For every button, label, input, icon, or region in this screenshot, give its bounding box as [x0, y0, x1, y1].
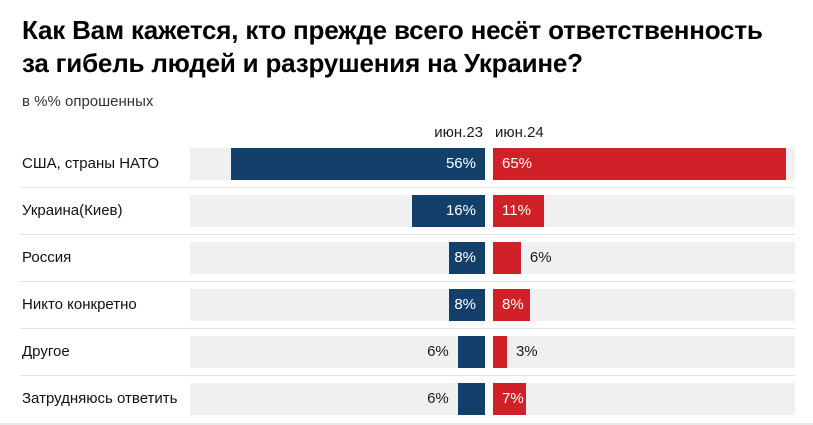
bar-value-label-jun23-outside: 6%: [427, 390, 449, 407]
bar-jun23: 56%: [230, 147, 485, 180]
category-label: Россия: [22, 249, 72, 266]
bar-value-label-jun24-inside: 8%: [502, 296, 524, 313]
bar-value-label-jun24-inside: 65%: [502, 155, 533, 172]
bar-jun24: [493, 241, 521, 274]
bar-track-jun23: 6%: [190, 335, 485, 368]
bar-track-jun23: 8%: [190, 288, 485, 321]
bar-jun23: [457, 335, 485, 368]
bar-jun23: 16%: [412, 194, 485, 227]
bar-track-jun24: 6%: [493, 241, 795, 274]
bar-value-label-jun24-outside: 3%: [515, 343, 538, 360]
bar-value-label-jun23-inside: 8%: [454, 249, 476, 266]
bar-jun24: 65%: [493, 147, 786, 180]
bar-chart: июн.23 июн.24 США, страны НАТО 56% 65% У…: [20, 124, 795, 422]
category-label: Затрудняюсь ответить: [22, 390, 178, 407]
chart-title: Как Вам кажется, кто прежде всего несёт …: [22, 15, 763, 78]
bar-track-jun23: 56%: [190, 147, 485, 180]
bar-value-label-jun23-inside: 56%: [445, 155, 476, 172]
chart-row: Никто конкретно 8% 8%: [20, 282, 795, 329]
category-label: Никто конкретно: [22, 296, 137, 313]
bar-jun23: 8%: [448, 288, 485, 321]
bar-jun23: 8%: [448, 241, 485, 274]
bar-track-jun23: 16%: [190, 194, 485, 227]
bar-jun23: [457, 382, 485, 415]
bar-value-label-jun23-outside: 6%: [427, 343, 449, 360]
bar-jun24: [493, 335, 507, 368]
chart-row: Россия 8% 6%: [20, 235, 795, 282]
bar-track-jun23: 6%: [190, 382, 485, 415]
column-headers: июн.23 июн.24: [20, 124, 795, 141]
bar-value-label-jun24-outside: 6%: [529, 249, 552, 266]
bar-track-jun24: 65%: [493, 147, 795, 180]
bar-track-jun24: 8%: [493, 288, 795, 321]
bar-track-jun24: 3%: [493, 335, 795, 368]
chart-row: Затрудняюсь ответить 6% 7%: [20, 376, 795, 422]
category-label: Украина(Киев): [22, 202, 123, 219]
column-header-jun23: июн.23: [434, 123, 483, 141]
column-header-jun24: июн.24: [495, 123, 544, 141]
category-label: Другое: [22, 343, 70, 360]
chart-row: Украина(Киев) 16% 11%: [20, 188, 795, 235]
bar-jun24: 11%: [493, 194, 545, 227]
chart-row: США, страны НАТО 56% 65%: [20, 147, 795, 188]
bar-value-label-jun24-inside: 11%: [502, 202, 531, 219]
category-label: США, страны НАТО: [22, 155, 160, 172]
chart-row: Другое 6% 3%: [20, 329, 795, 376]
bar-track-jun24: 11%: [493, 194, 795, 227]
bar-track-jun24: 7%: [493, 382, 795, 415]
bar-jun24: 7%: [493, 382, 526, 415]
chart-rows: США, страны НАТО 56% 65% Украина(Киев) 1…: [20, 147, 795, 422]
bar-track-jun23: 8%: [190, 241, 485, 274]
bar-value-label-jun24-inside: 7%: [502, 390, 524, 407]
bar-jun24: 8%: [493, 288, 531, 321]
bar-value-label-jun23-inside: 8%: [454, 296, 476, 313]
chart-subtitle: в %% опрошенных: [22, 92, 154, 110]
bar-value-label-jun23-inside: 16%: [445, 202, 476, 219]
